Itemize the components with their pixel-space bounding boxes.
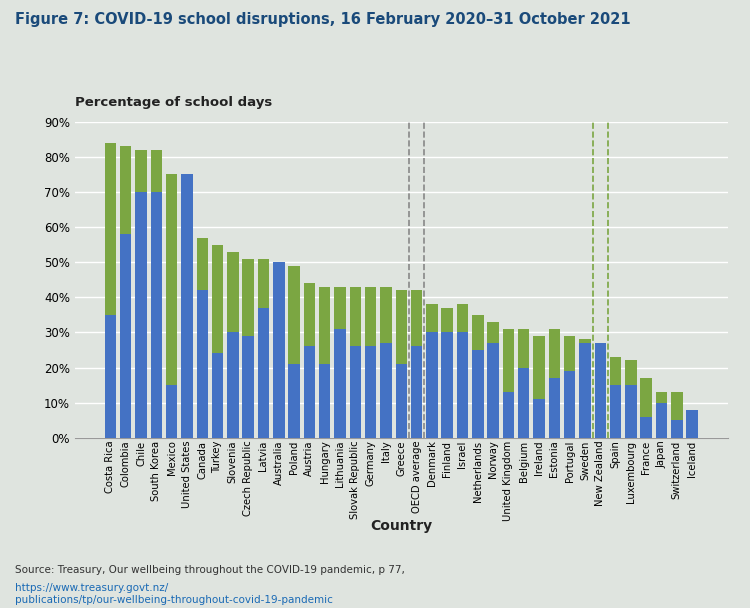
Bar	[105, 315, 116, 438]
Bar	[319, 287, 331, 364]
Bar	[151, 192, 162, 438]
Bar	[579, 343, 591, 438]
Bar	[242, 258, 254, 336]
Bar	[671, 420, 682, 438]
Bar	[626, 361, 637, 385]
Bar	[211, 244, 223, 353]
Bar	[273, 262, 284, 438]
Bar	[503, 392, 515, 438]
Bar	[196, 238, 208, 290]
Bar	[380, 287, 392, 343]
Bar	[610, 385, 621, 438]
Bar	[610, 357, 621, 385]
Bar	[166, 174, 177, 385]
Bar	[626, 385, 637, 438]
Bar	[120, 234, 131, 438]
Bar	[548, 378, 560, 438]
Bar	[656, 402, 668, 438]
Bar	[258, 308, 269, 438]
Bar	[395, 364, 407, 438]
Bar	[426, 304, 437, 333]
Bar	[686, 410, 698, 438]
Bar	[518, 367, 530, 438]
Bar	[304, 283, 315, 347]
Bar	[166, 385, 177, 438]
Bar	[120, 146, 131, 234]
Bar	[227, 333, 238, 438]
Bar	[288, 266, 300, 364]
Bar	[258, 258, 269, 308]
Bar	[426, 333, 437, 438]
Bar	[411, 347, 422, 438]
Bar	[564, 336, 575, 371]
Bar	[211, 353, 223, 438]
Bar	[411, 290, 422, 347]
Bar	[533, 399, 544, 438]
Bar	[457, 333, 468, 438]
Text: Figure 7: COVID-19 school disruptions, 16 February 2020–31 October 2021: Figure 7: COVID-19 school disruptions, 1…	[15, 12, 631, 27]
Bar	[319, 364, 331, 438]
Bar	[472, 350, 484, 438]
Bar	[334, 329, 346, 438]
Bar	[182, 174, 193, 438]
Bar	[488, 322, 499, 343]
Bar	[304, 347, 315, 438]
Bar	[640, 416, 652, 438]
Bar	[350, 347, 361, 438]
Bar	[334, 287, 346, 329]
Bar	[548, 329, 560, 378]
Bar	[380, 343, 392, 438]
Bar	[105, 143, 116, 315]
Text: Percentage of school days: Percentage of school days	[75, 97, 272, 109]
Bar	[135, 192, 147, 438]
Bar	[671, 392, 682, 420]
Bar	[442, 333, 453, 438]
Bar	[288, 364, 300, 438]
Bar	[533, 336, 544, 399]
Bar	[656, 392, 668, 402]
Bar	[503, 329, 515, 392]
Bar	[227, 252, 238, 333]
Text: Country: Country	[370, 519, 432, 533]
Bar	[488, 343, 499, 438]
Bar	[135, 150, 147, 192]
Bar	[457, 304, 468, 333]
Bar	[365, 287, 376, 347]
Bar	[595, 343, 606, 438]
Bar	[518, 329, 530, 367]
Bar	[395, 290, 407, 364]
Bar	[579, 339, 591, 343]
Bar	[350, 287, 361, 347]
Text: publications/tp/our-wellbeing-throughout-covid-19-pandemic: publications/tp/our-wellbeing-throughout…	[15, 595, 333, 605]
Text: Source: Treasury, Our wellbeing throughout the COVID-19 pandemic, p 77,: Source: Treasury, Our wellbeing througho…	[15, 565, 408, 575]
Bar	[365, 347, 376, 438]
Bar	[196, 290, 208, 438]
Bar	[640, 378, 652, 416]
Text: https://www.treasury.govt.nz/: https://www.treasury.govt.nz/	[15, 583, 168, 593]
Bar	[472, 315, 484, 350]
Bar	[564, 371, 575, 438]
Bar	[442, 308, 453, 333]
Bar	[151, 150, 162, 192]
Bar	[242, 336, 254, 438]
